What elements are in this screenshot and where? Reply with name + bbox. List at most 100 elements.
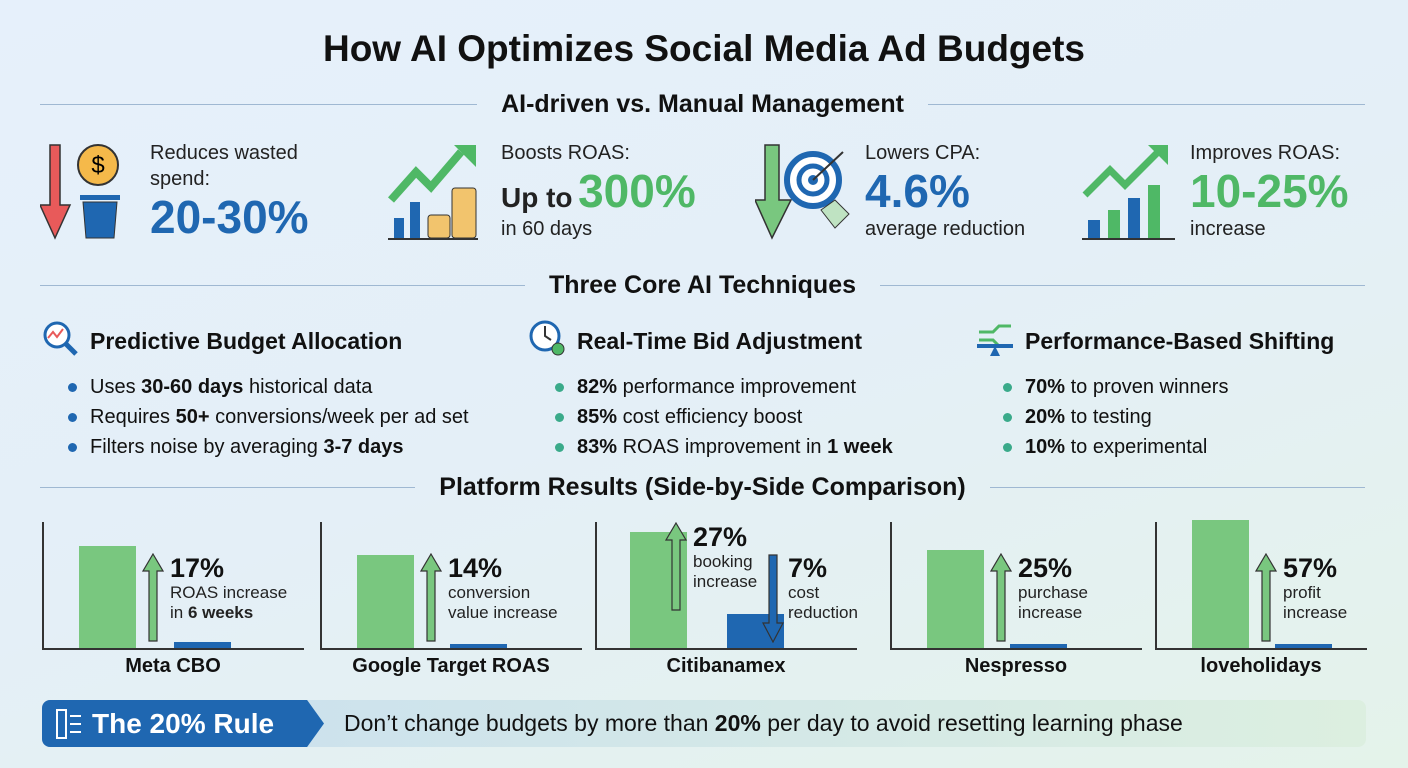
manual-bar [1010, 644, 1067, 648]
platform-name: Meta CBO [125, 655, 221, 677]
bullet-text: 30-60 days [141, 376, 244, 398]
bullet-text: ROAS improvement in [617, 436, 828, 458]
platform-chart-nespresso [890, 522, 1142, 650]
platform-name: loveholidays [1200, 655, 1322, 677]
up-arrow-icon [420, 553, 442, 642]
up-arrow-icon [1255, 553, 1277, 642]
platform-name: Google Target ROAS [352, 655, 550, 677]
stat-label: Reduces wasted spend: [150, 142, 298, 190]
platform-desc: purchase [1018, 583, 1088, 602]
ai-bar [1192, 520, 1249, 648]
bullet-text: 20% [1025, 406, 1066, 428]
bullet-text: historical data [243, 376, 373, 398]
platform-desc: booking [693, 552, 753, 571]
manual-bar [450, 644, 507, 648]
balance-arrows-icon [975, 318, 1015, 364]
technique-0: Predictive Budget Allocation Uses 30-60 d… [40, 318, 469, 462]
magnifier-chart-icon [40, 318, 80, 364]
rule-text: Don’t change budgets by more than 20% pe… [344, 710, 1183, 737]
platform-desc-bold: 6 weeks [187, 603, 254, 622]
technique-bullet: Filters noise by averaging 3-7 days [68, 432, 469, 462]
rule-title: The 20% Rule [92, 707, 275, 739]
ai-bar [927, 550, 984, 648]
clock-gear-icon [527, 318, 567, 364]
bullet-text: 50+ [175, 406, 210, 428]
bullet-text: to experimental [1065, 436, 1208, 458]
platform-desc: cost [788, 583, 820, 602]
bullet-text: performance improvement [617, 376, 857, 398]
platform-chart-meta [42, 522, 304, 650]
platform-value: 7% [788, 553, 828, 583]
rule-text-a: Don’t change budgets by more than [344, 710, 715, 736]
bullet-text: 70% [1025, 376, 1066, 398]
platform-desc: increase [693, 572, 758, 591]
bullet-text: Uses [90, 376, 142, 398]
stat-wasted-spend: $ Reduces wasted spend: 20-30% [40, 140, 320, 242]
down-arrow-dollar-trash-icon: $ [40, 144, 120, 240]
technique-bullet: 10% to experimental [1003, 432, 1334, 462]
platform-annotation-secondary: 7% cost reduction [762, 553, 858, 643]
platform-annotation: 27% booking increase [665, 522, 757, 612]
bullet-text: 83% [577, 436, 618, 458]
stat-lower-cpa: Lowers CPA: 4.6% average reduction [755, 140, 1025, 242]
bullet-text: to testing [1065, 406, 1152, 428]
rule-banner: The 20% Rule Don’t change budgets by mor… [42, 700, 1366, 747]
platform-annotation: 17% ROAS increase in 6 weeks [142, 553, 287, 643]
technique-bullet: 83% ROAS improvement in 1 week [555, 432, 893, 462]
platform-desc: increase [1018, 603, 1083, 622]
stat-suffix: increase [1190, 218, 1266, 240]
technique-bullet: 82% performance improvement [555, 372, 893, 402]
section-techniques: Three Core AI Techniques [40, 271, 1366, 300]
technique-2: Performance-Based Shifting 70% to proven … [975, 318, 1334, 462]
section-title: Platform Results (Side-by-Side Compariso… [439, 473, 966, 501]
down-arrow-target-tag-icon [755, 144, 850, 240]
growth-bar-chart-icon [1082, 145, 1175, 240]
platform-name: Nespresso [964, 655, 1068, 677]
platform-value: 25% [1018, 553, 1073, 583]
manual-bar [174, 642, 231, 648]
bullet-text: conversions/week per ad set [209, 406, 469, 428]
bullet-text: 85% [577, 406, 618, 428]
section-title: Three Core AI Techniques [549, 271, 857, 299]
section-platforms: Platform Results (Side-by-Side Compariso… [40, 473, 1365, 502]
bullet-text: 82% [577, 376, 618, 398]
stat-value: 20-30% [150, 191, 309, 243]
manual-bar [1275, 644, 1332, 648]
technique-title: Real-Time Bid Adjustment [577, 327, 862, 354]
growth-chart-coins-icon [388, 145, 478, 240]
stat-label: Improves ROAS: [1190, 142, 1341, 164]
rule-tag: The 20% Rule [42, 700, 324, 747]
up-arrow-icon [142, 553, 164, 642]
platform-desc: value increase [448, 603, 558, 622]
section-title: AI-driven vs. Manual Management [501, 90, 904, 118]
technique-bullet: 70% to proven winners [1003, 372, 1334, 402]
platform-name: Citibanamex [666, 655, 786, 677]
bullet-text: 3-7 days [323, 436, 404, 458]
up-arrow-icon [990, 553, 1012, 642]
platform-chart-google [320, 522, 582, 650]
bullet-text: cost efficiency boost [617, 406, 803, 428]
technique-bullet: 20% to testing [1003, 402, 1334, 432]
stat-suffix: average reduction [865, 218, 1026, 240]
platform-value: 57% [1283, 553, 1338, 583]
up-arrow-icon [665, 522, 687, 611]
stat-label: Boosts ROAS: [501, 142, 630, 164]
ai-bar [357, 555, 414, 648]
technique-bullet: 85% cost efficiency boost [555, 402, 893, 432]
bullet-text: to proven winners [1065, 376, 1229, 398]
platform-annotation: 14% conversion value increase [420, 553, 558, 643]
down-arrow-icon [762, 554, 784, 643]
stat-boost-roas: Boosts ROAS: Up to 300% in 60 days [386, 140, 696, 242]
platform-desc: increase [1283, 603, 1348, 622]
stat-prefix: Up to [501, 182, 573, 213]
section-comparison: AI-driven vs. Manual Management [40, 90, 1365, 119]
checklist-arrows-icon [56, 708, 81, 739]
page-title: How AI Optimizes Social Media Ad Budgets [322, 28, 1086, 69]
platform-desc: conversion [448, 583, 531, 602]
technique-bullet: Requires 50+ conversions/week per ad set [68, 402, 469, 432]
bullet-text: Requires [90, 406, 176, 428]
ai-bar [79, 546, 136, 648]
platform-desc: in [170, 603, 188, 622]
rule-text-b: 20% [714, 710, 761, 736]
technique-title: Performance-Based Shifting [1025, 327, 1335, 354]
